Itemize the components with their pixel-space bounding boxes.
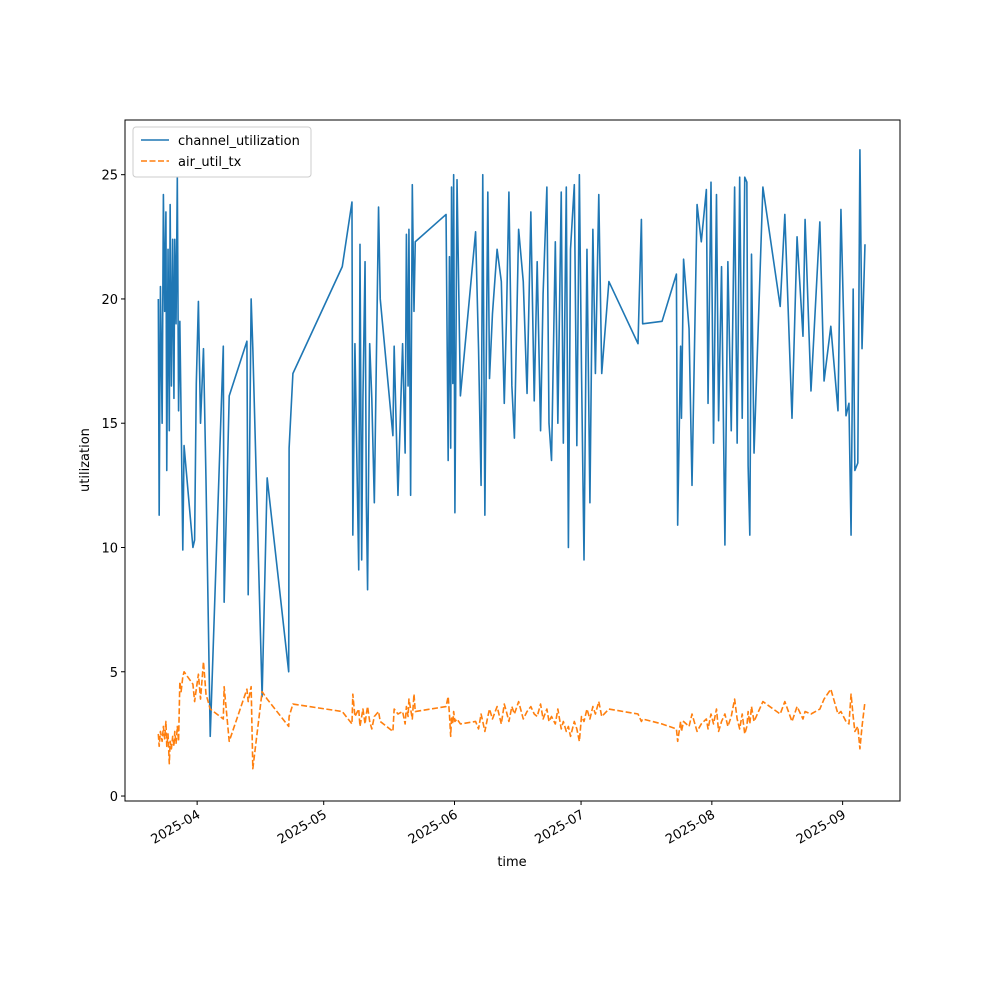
y-tick-label: 20 [101, 293, 118, 308]
legend-box [132, 126, 312, 178]
legend-label: channel_utilization [178, 134, 300, 149]
legend-label: air_util_tx [178, 155, 242, 170]
y-axis-label: utilization [78, 428, 93, 492]
y-tick-label: 5 [110, 666, 118, 681]
y-tick-label: 0 [110, 790, 118, 805]
plot-frame [124, 119, 901, 802]
y-tick-label: 15 [101, 417, 118, 432]
x-axis-label: time [497, 855, 526, 870]
y-tick-label: 10 [101, 541, 118, 556]
series-line [157, 661, 866, 770]
series-line [157, 149, 866, 738]
y-tick-label: 25 [101, 169, 118, 184]
